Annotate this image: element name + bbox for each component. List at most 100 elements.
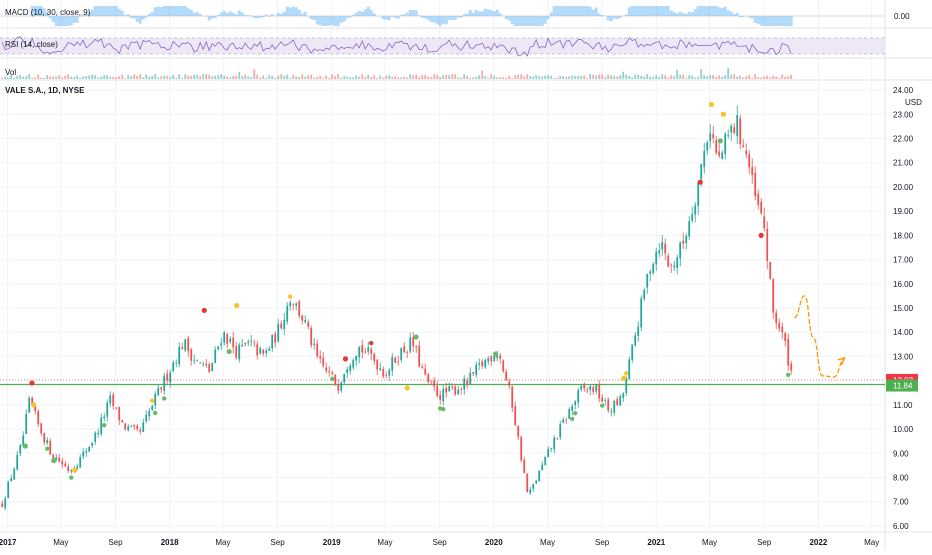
candle-body <box>109 395 111 403</box>
macd-bar <box>193 13 196 16</box>
candle-body <box>733 127 735 133</box>
candle-body <box>766 229 768 261</box>
macd-bar <box>196 12 199 16</box>
macd-bar <box>712 6 715 16</box>
signal-marker <box>570 417 574 421</box>
candle-body <box>481 361 483 366</box>
volume-bar <box>118 76 120 79</box>
volume-bar <box>28 74 30 79</box>
volume-bar <box>436 75 438 79</box>
volume-bar <box>334 76 336 79</box>
volume-bar <box>385 76 387 79</box>
candle-body <box>214 350 216 363</box>
candle-body <box>202 364 204 365</box>
volume-bar <box>34 77 36 79</box>
time-tick-label: 2021 <box>647 538 665 547</box>
volume-bar <box>739 76 741 79</box>
candle-body <box>658 250 660 253</box>
macd-bar <box>640 6 643 16</box>
signal-marker <box>162 396 166 400</box>
macd-bar <box>223 11 226 16</box>
volume-bar <box>370 77 372 79</box>
volume-bar <box>319 76 321 79</box>
macd-bar <box>61 16 64 26</box>
volume-bar <box>484 76 486 79</box>
volume-bar <box>523 76 525 79</box>
volume-bar <box>109 77 111 79</box>
candle-body <box>487 358 489 362</box>
volume-bar <box>610 75 612 79</box>
macd-bar <box>574 6 577 16</box>
volume-bar <box>577 76 579 79</box>
candle-body <box>490 356 492 361</box>
price-tick-label: 14.00 <box>893 328 914 337</box>
volume-bar <box>394 76 396 79</box>
macd-bar <box>538 16 541 26</box>
macd-bar <box>484 9 487 16</box>
volume-bar <box>241 76 243 79</box>
volume-bar <box>568 76 570 79</box>
signal-marker <box>69 475 73 479</box>
macd-bar <box>229 11 232 16</box>
volume-bar <box>781 75 783 79</box>
candle-body <box>631 345 633 360</box>
candle-body <box>298 301 300 316</box>
candle-body <box>526 474 528 492</box>
volume-bar <box>424 75 426 79</box>
volume-bar <box>55 77 57 79</box>
volume-bar <box>685 78 687 79</box>
candle-body <box>139 430 141 432</box>
macd-bar <box>550 12 553 16</box>
macd-bar <box>520 16 523 26</box>
candle-body <box>634 335 636 345</box>
macd-bar <box>610 16 613 21</box>
candle-body <box>361 345 363 352</box>
signal-marker <box>23 443 28 448</box>
candle-body <box>400 348 402 360</box>
volume-bar <box>157 78 159 79</box>
candle-body <box>784 333 786 341</box>
volume-bar <box>706 76 708 79</box>
volume-bar <box>343 76 345 79</box>
volume-bar <box>70 77 72 79</box>
macd-bar <box>634 6 637 16</box>
macd-bar <box>490 10 493 16</box>
candle-body <box>613 401 615 413</box>
candle-body <box>178 347 180 364</box>
candle-body <box>127 426 129 430</box>
volume-bar <box>115 77 117 79</box>
macd-bar <box>181 6 184 16</box>
volume-bar <box>190 76 192 79</box>
volume-bar <box>346 77 348 79</box>
volume-bar <box>130 76 132 79</box>
candle-body <box>460 389 462 390</box>
macd-bar <box>403 14 406 16</box>
macd-bar <box>226 13 229 16</box>
volume-bar <box>316 77 318 79</box>
volume-bar <box>406 77 408 79</box>
volume-bar <box>673 76 675 79</box>
candle-body <box>712 134 714 138</box>
macd-bar <box>730 11 733 16</box>
signal-marker <box>624 371 628 375</box>
candle-body <box>760 202 762 214</box>
volume-bar <box>82 76 84 79</box>
candle-body <box>649 271 651 273</box>
macd-bar <box>679 12 682 16</box>
candle-body <box>247 342 249 343</box>
macd-bar <box>649 6 652 16</box>
candle-body <box>337 385 339 391</box>
candle-body <box>493 356 495 361</box>
signal-marker <box>31 402 36 407</box>
candle-body <box>205 364 207 365</box>
volume-bar <box>217 75 219 79</box>
candle-body <box>661 242 663 249</box>
volume-bar <box>25 76 27 79</box>
macd-bar <box>115 6 118 16</box>
macd-bar <box>130 16 133 18</box>
candle-body <box>568 409 570 419</box>
macd-bar <box>571 6 574 16</box>
volume-bar <box>784 77 786 79</box>
